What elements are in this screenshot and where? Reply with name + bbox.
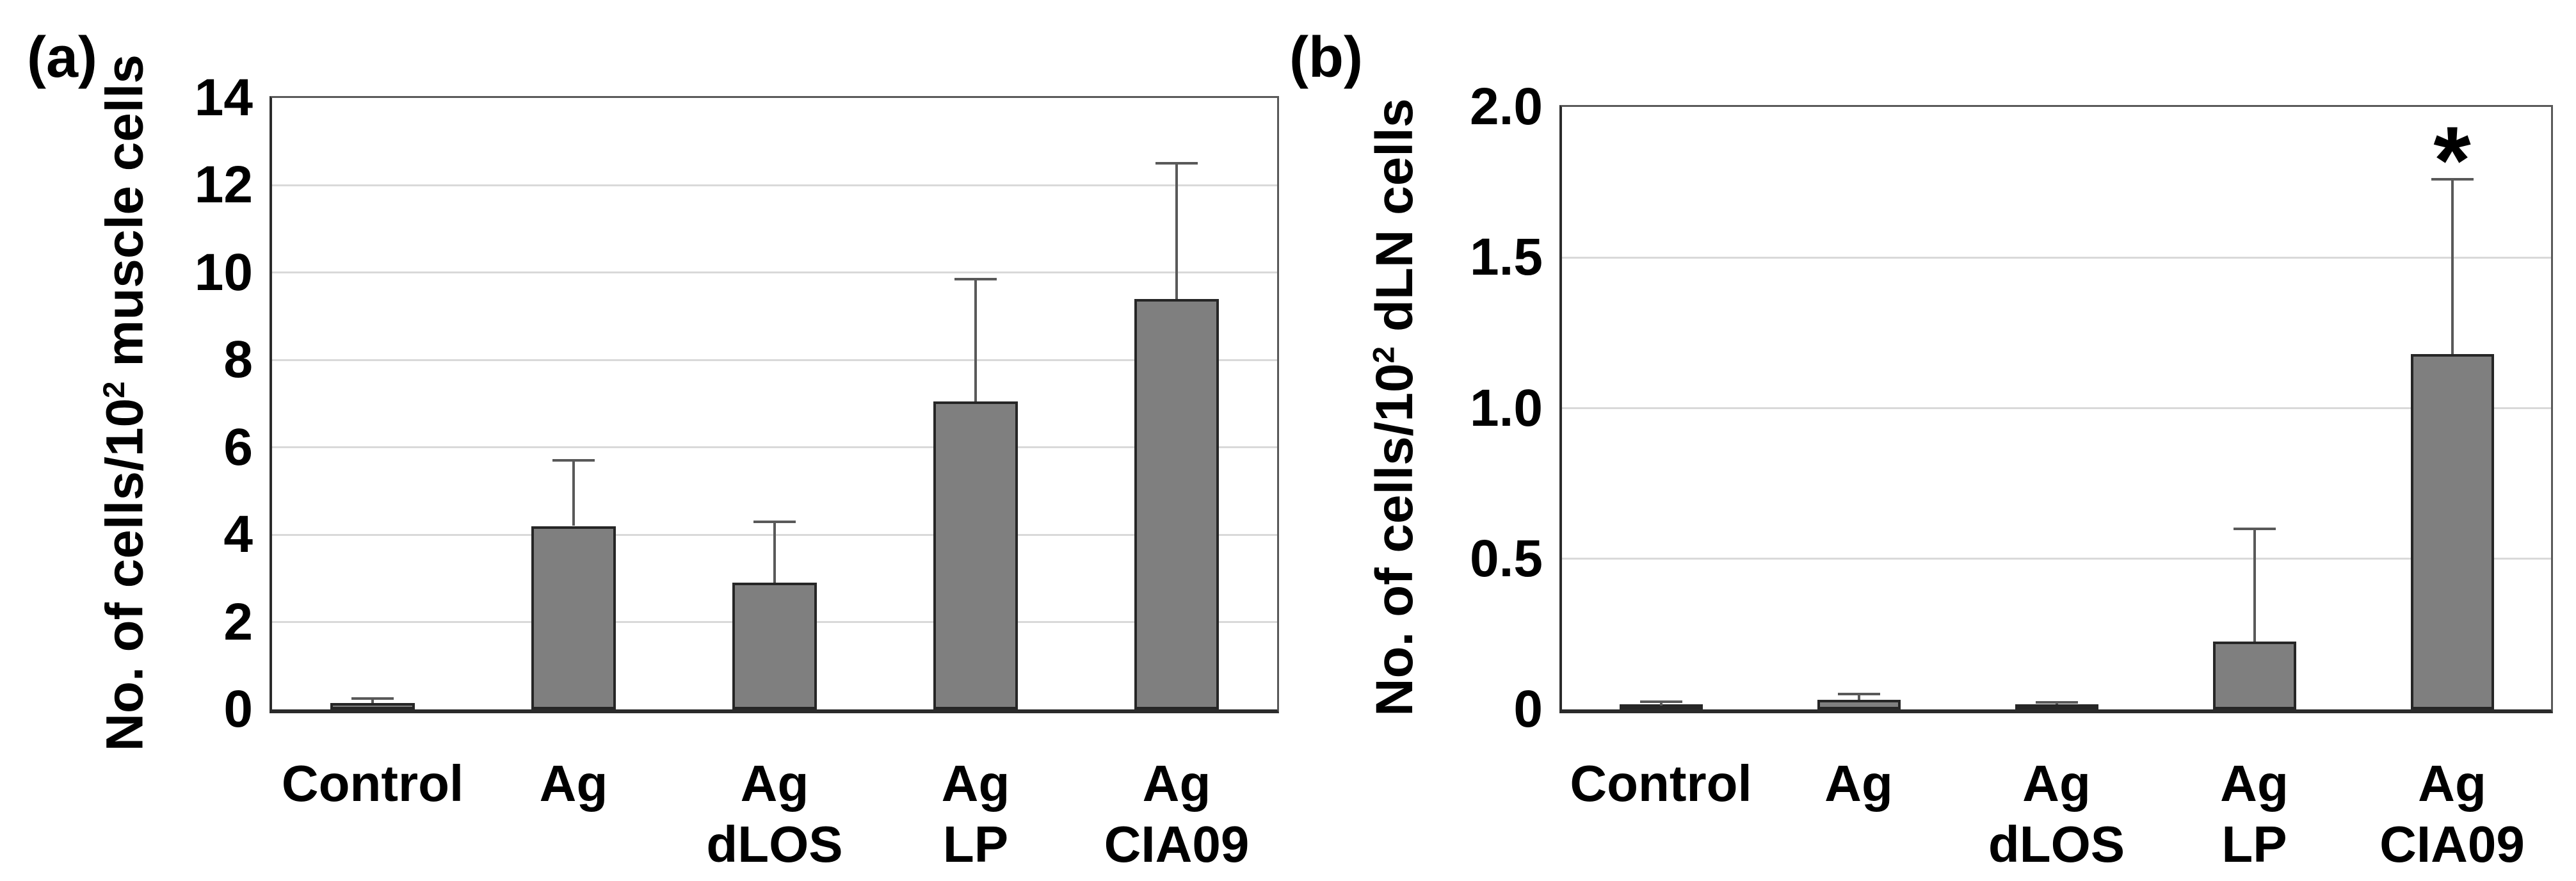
error-bar-line bbox=[371, 698, 374, 703]
category-label: Ag CIA09 bbox=[2379, 755, 2525, 873]
gridline bbox=[272, 184, 1277, 186]
category-label: Ag dLOS bbox=[706, 755, 843, 873]
bar bbox=[933, 401, 1018, 709]
y-tick-label: 0 bbox=[223, 680, 253, 738]
error-bar-line bbox=[1857, 694, 1860, 700]
panel-b-plot-area: 0 0.5 1.0 1.5 2.0 Control Ag Ag dLOS Ag LP * Ag CI… bbox=[1470, 77, 2553, 873]
gridline bbox=[272, 446, 1277, 449]
error-bar-line bbox=[1659, 702, 1662, 706]
bar bbox=[2015, 704, 2098, 709]
significance-star: * bbox=[2433, 106, 2471, 214]
gridline bbox=[1562, 407, 2551, 409]
bar bbox=[330, 702, 415, 709]
y-tick-label: 10 bbox=[194, 243, 253, 302]
bar bbox=[1134, 298, 1219, 709]
bar bbox=[1619, 704, 1703, 709]
error-bar-line bbox=[2253, 528, 2256, 642]
y-tick-label: 1.5 bbox=[1470, 228, 1543, 287]
error-bar-cap bbox=[552, 459, 595, 462]
category-label: Ag LP bbox=[2220, 755, 2289, 873]
category-label: Control bbox=[281, 755, 464, 812]
error-bar-cap bbox=[954, 278, 997, 281]
panel-b-y-title-superscript: 2 bbox=[1367, 346, 1401, 364]
error-bar-cap bbox=[1639, 700, 1682, 704]
error-bar-cap bbox=[2431, 177, 2474, 181]
error-bar-cap bbox=[1837, 693, 1880, 695]
category-label: Ag bbox=[539, 755, 608, 812]
bar bbox=[732, 583, 817, 709]
y-tick-label: 8 bbox=[223, 330, 253, 389]
bar bbox=[1817, 699, 1901, 709]
gridline bbox=[1562, 558, 2551, 560]
y-tick-label: 2.0 bbox=[1470, 77, 1543, 136]
gridline bbox=[1562, 256, 2551, 259]
y-tick-label: 14 bbox=[194, 69, 253, 127]
y-tick-label: 0 bbox=[1513, 680, 1543, 738]
error-bar-cap bbox=[2233, 527, 2276, 530]
gridline bbox=[272, 271, 1277, 274]
category-label: Ag dLOS bbox=[1988, 755, 2125, 873]
y-tick-label: 2 bbox=[223, 592, 253, 651]
error-bar-line bbox=[974, 279, 977, 402]
category-label: Ag LP bbox=[941, 755, 1010, 873]
panel-a-plot-area: 0 2 4 6 8 10 12 14 Control Ag Ag dLOS Ag LP Ag CIA09 bbox=[195, 69, 1279, 873]
y-tick-label: 1.0 bbox=[1470, 378, 1543, 437]
error-bar-cap bbox=[351, 697, 394, 700]
y-tick-label: 4 bbox=[223, 505, 253, 564]
error-bar-line bbox=[1175, 163, 1178, 299]
category-label: Ag CIA09 bbox=[1104, 755, 1250, 873]
gridline bbox=[272, 359, 1277, 361]
error-bar-cap bbox=[753, 520, 796, 523]
error-bar-line bbox=[773, 521, 776, 583]
error-bar-line bbox=[572, 460, 575, 526]
bar bbox=[531, 526, 616, 709]
error-bar-cap bbox=[2035, 700, 2078, 704]
y-tick-label: 0.5 bbox=[1470, 529, 1543, 588]
panel-a-label: (a) bbox=[27, 26, 97, 90]
error-bar-line bbox=[2451, 179, 2454, 354]
error-bar-cap bbox=[1155, 162, 1198, 165]
category-label: Control bbox=[1570, 755, 1752, 812]
y-tick-label: 6 bbox=[223, 417, 253, 476]
bar bbox=[2212, 642, 2296, 709]
y-tick-label: 12 bbox=[194, 156, 253, 214]
panel-b-label: (b) bbox=[1289, 26, 1363, 90]
bar bbox=[2410, 353, 2494, 709]
category-label: Ag bbox=[1824, 755, 1893, 812]
